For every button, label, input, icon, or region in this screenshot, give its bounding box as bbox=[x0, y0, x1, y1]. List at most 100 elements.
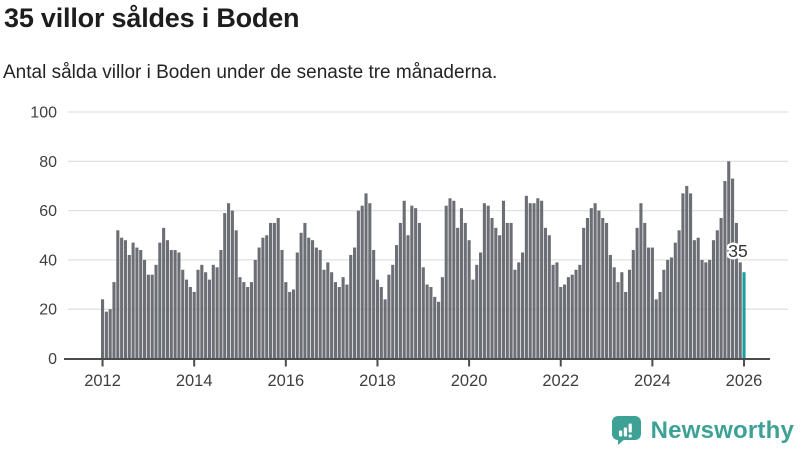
bar bbox=[265, 235, 269, 360]
bar bbox=[429, 287, 433, 360]
y-axis-tick-label: 80 bbox=[39, 154, 57, 171]
bar bbox=[459, 208, 464, 360]
x-axis-tick bbox=[559, 360, 562, 367]
bar bbox=[597, 210, 601, 360]
bar bbox=[120, 237, 124, 360]
bar bbox=[654, 299, 658, 360]
x-axis-tick-label: 2026 bbox=[726, 372, 763, 390]
bar bbox=[154, 264, 158, 360]
x-axis-tick-label: 2012 bbox=[84, 372, 121, 390]
chart-subtitle: Antal sålda villor i Boden under de sena… bbox=[3, 62, 498, 83]
y-axis-tick-label: 100 bbox=[30, 105, 57, 122]
bar bbox=[238, 277, 242, 360]
x-axis-tick bbox=[651, 360, 654, 367]
bar bbox=[131, 242, 135, 360]
bar bbox=[330, 272, 334, 360]
bar bbox=[112, 282, 116, 360]
bar bbox=[524, 195, 528, 360]
bar bbox=[261, 237, 265, 360]
bar bbox=[692, 240, 696, 360]
bar bbox=[711, 240, 716, 360]
bar bbox=[486, 205, 490, 360]
bar bbox=[627, 269, 632, 360]
bar bbox=[471, 279, 475, 360]
bar bbox=[307, 237, 311, 360]
bar bbox=[135, 247, 139, 360]
bar bbox=[322, 269, 326, 360]
bar bbox=[249, 282, 254, 360]
bar bbox=[288, 291, 292, 360]
bar bbox=[257, 247, 261, 360]
bar bbox=[708, 259, 712, 360]
bar bbox=[452, 200, 456, 360]
x-axis-tick bbox=[743, 360, 746, 367]
bar bbox=[253, 259, 257, 360]
bar bbox=[570, 274, 574, 360]
bar bbox=[494, 227, 498, 360]
bar bbox=[601, 218, 605, 360]
bar bbox=[333, 282, 338, 360]
bar bbox=[605, 222, 609, 360]
bar bbox=[578, 264, 582, 360]
bar bbox=[551, 264, 555, 360]
bar bbox=[731, 178, 735, 360]
bar bbox=[272, 222, 276, 360]
bar bbox=[162, 227, 166, 360]
bar bbox=[196, 269, 200, 360]
bar bbox=[185, 279, 189, 360]
bar bbox=[383, 299, 387, 360]
bar bbox=[475, 264, 479, 360]
bar bbox=[215, 267, 219, 360]
bar bbox=[177, 252, 181, 360]
bar bbox=[246, 287, 250, 360]
bar bbox=[356, 210, 360, 360]
y-axis-tick-label: 0 bbox=[48, 351, 57, 368]
bar bbox=[398, 222, 402, 360]
bar bbox=[463, 222, 467, 360]
bar bbox=[368, 203, 372, 360]
bar bbox=[685, 185, 689, 360]
bar bbox=[108, 309, 112, 360]
bar bbox=[543, 227, 548, 360]
newsworthy-wordmark: Newsworthy bbox=[650, 416, 794, 444]
bar bbox=[360, 205, 364, 360]
bar bbox=[303, 222, 307, 360]
bar bbox=[211, 264, 215, 360]
bar bbox=[158, 242, 162, 360]
bar bbox=[326, 262, 330, 360]
x-axis-tick bbox=[376, 360, 379, 367]
x-axis-line bbox=[64, 358, 770, 360]
bar bbox=[479, 252, 483, 360]
bar bbox=[280, 250, 284, 360]
bar bbox=[528, 203, 532, 360]
bar bbox=[425, 284, 429, 360]
bar bbox=[200, 264, 204, 360]
bar bbox=[410, 205, 414, 360]
bar bbox=[223, 213, 227, 360]
x-axis-tick-label: 2020 bbox=[451, 372, 488, 390]
bar bbox=[192, 291, 196, 360]
bar bbox=[337, 287, 341, 360]
bar bbox=[104, 311, 108, 360]
bar bbox=[299, 232, 303, 360]
bar bbox=[173, 250, 177, 360]
bar bbox=[620, 272, 624, 360]
bar bbox=[704, 262, 708, 360]
x-axis-tick-label: 2024 bbox=[634, 372, 671, 390]
bar bbox=[643, 222, 647, 360]
newsworthy-branding[interactable]: Newsworthy bbox=[611, 415, 794, 446]
bar bbox=[582, 227, 586, 360]
bar bbox=[700, 259, 704, 360]
bar bbox=[437, 301, 441, 360]
bar bbox=[295, 252, 299, 360]
bar bbox=[536, 198, 540, 360]
bar bbox=[417, 222, 422, 360]
bar bbox=[559, 287, 563, 360]
bar bbox=[616, 282, 620, 360]
bar bbox=[719, 218, 723, 360]
bar bbox=[448, 198, 452, 360]
bar bbox=[689, 193, 693, 360]
bar bbox=[123, 240, 128, 360]
x-axis-tick-label: 2018 bbox=[359, 372, 396, 390]
bar bbox=[181, 269, 185, 360]
